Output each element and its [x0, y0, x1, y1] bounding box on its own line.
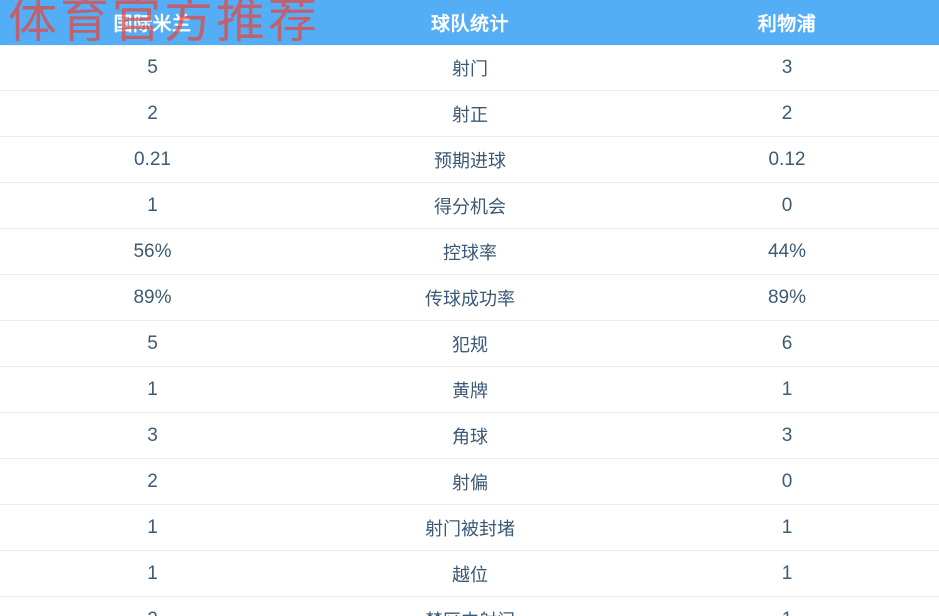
- stat-label: 犯规: [452, 334, 488, 355]
- stat-label: 射偏: [452, 472, 488, 493]
- stat-label: 越位: [452, 564, 488, 585]
- table-row: 3 角球 3: [0, 413, 939, 459]
- table-row: 2禁区内射门1: [0, 597, 939, 616]
- away-value: 44%: [767, 240, 807, 262]
- stat-label: 角球: [452, 426, 488, 447]
- home-value: 1: [147, 378, 158, 400]
- stat-label: 传球成功率: [425, 288, 515, 309]
- away-value: 6: [781, 332, 793, 354]
- away-value: 1: [781, 378, 793, 400]
- header-home-team: 国际米兰: [113, 14, 192, 35]
- away-value: 0.12: [768, 148, 806, 170]
- table-row: 56% 控球率 44%: [0, 229, 939, 275]
- home-value: 5: [147, 57, 158, 78]
- table-row: 1 得分机会 0: [0, 183, 939, 229]
- stat-rows-container: 5 射门 3 2 射正 2 0.21 预期进球 0.12 1 得分机会 0 56% 控球率 44% 89% 传球…: [0, 45, 939, 616]
- stat-label: 射门被封堵: [425, 518, 515, 539]
- away-value: 1: [781, 516, 793, 538]
- table-row: 1 射门被封堵 1: [0, 505, 939, 551]
- away-value: 89%: [767, 286, 807, 308]
- home-value: 2: [147, 102, 158, 124]
- home-value: 2: [147, 470, 158, 492]
- table-row: 2 射正 2: [0, 91, 939, 137]
- stat-label: 射正: [452, 104, 488, 125]
- table-row: 1 黄牌 1: [0, 367, 939, 413]
- away-value: 3: [781, 57, 793, 78]
- table-row: 5 射门 3: [0, 45, 939, 91]
- stat-label: 得分机会: [434, 196, 506, 217]
- stat-label: 黄牌: [452, 380, 488, 401]
- home-value: 1: [147, 516, 158, 538]
- stat-label: 预期进球: [434, 150, 506, 171]
- header-away-team: 利物浦: [757, 14, 817, 35]
- home-value: 1: [147, 562, 158, 584]
- home-value: 56%: [133, 240, 172, 262]
- home-value: 5: [147, 332, 158, 354]
- table-row: 1 越位 1: [0, 551, 939, 597]
- away-value: 1: [635, 609, 939, 616]
- away-value: 0: [781, 470, 793, 492]
- table-row: 5 犯规 6: [0, 321, 939, 367]
- stat-label: 射门: [452, 59, 488, 79]
- away-value: 0: [781, 194, 793, 216]
- stat-label: 禁区内射门: [305, 607, 635, 616]
- header-stat-title: 球队统计: [430, 14, 509, 35]
- away-value: 1: [781, 562, 793, 584]
- home-value: 89%: [133, 286, 172, 308]
- away-value: 2: [781, 102, 793, 124]
- home-value: 1: [147, 194, 158, 216]
- home-value: 2: [0, 609, 305, 616]
- table-header-row: 国际米兰 球队统计 利物浦: [0, 0, 939, 45]
- home-value: 3: [147, 424, 158, 446]
- table-row: 0.21 预期进球 0.12: [0, 137, 939, 183]
- table-row: 2 射偏 0: [0, 459, 939, 505]
- home-value: 0.21: [134, 148, 171, 170]
- away-value: 3: [781, 424, 793, 446]
- stat-label: 控球率: [443, 242, 497, 263]
- table-row: 89% 传球成功率 89%: [0, 275, 939, 321]
